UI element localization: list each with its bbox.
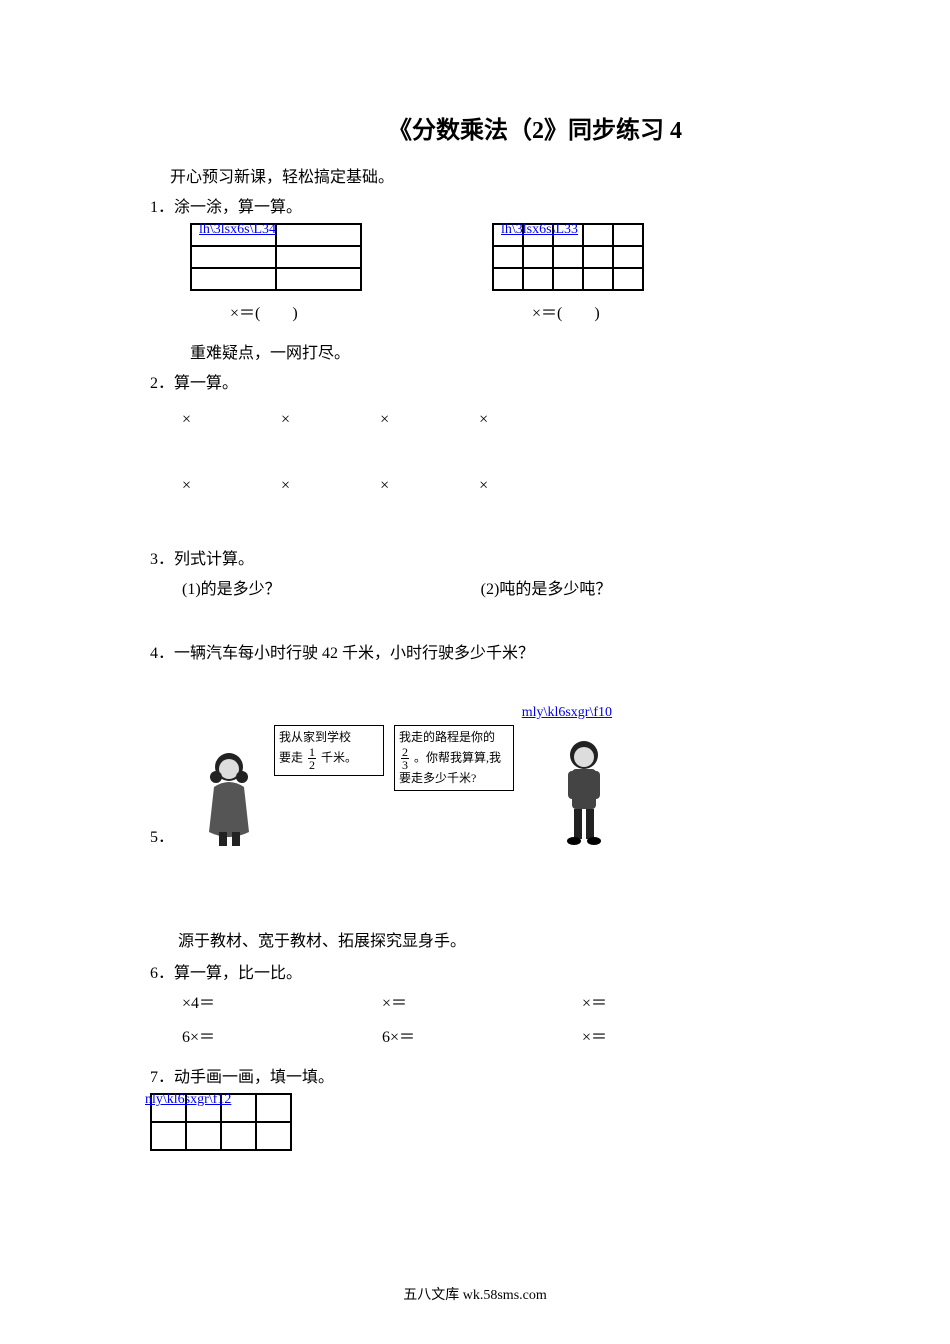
question-3: 3．列式计算。 (1)的是多少？ (2)吨的是多少吨？ [150,545,800,599]
question-7: 7．动手画一画，填一填。 nly\kl6sxgr\f12 [150,1063,800,1151]
q4-text: 4．一辆汽车每小时行驶 42 千米，小时行驶多少千米？ [150,639,800,663]
grid-cell [191,246,276,268]
q6-row1: ×4＝ ×＝ ×＝ [182,989,800,1013]
grid-cell [493,246,523,268]
grid-cell [256,1122,291,1150]
q2-row1: × × × × [182,411,800,429]
q1-number: 1．涂一涂，算一算。 [150,193,800,217]
fraction-2-3: 2 3 [401,746,409,771]
grid-cell [553,246,583,268]
grid-cell [151,1122,186,1150]
q6-r1-c1: ×4＝ [182,989,382,1013]
page-title: 《分数乘法（2》同步练习 4 [270,110,800,145]
grid-cell [553,268,583,290]
q2-r1-c4: × [479,411,488,429]
boy-speech-line2: 2 3 。你帮我算算,我 [399,746,509,771]
q6-r2-c3: ×＝ [582,1023,782,1047]
q6-r1-c2: ×＝ [382,989,582,1013]
question-2: 2．算一算。 × × × × × × × × [150,369,800,495]
q1-expr-1: ×＝( ) [230,299,362,323]
girl-speech-line2: 要走 1 2 千米。 [279,746,379,771]
q7-number: 7．动手画一画，填一填。 [150,1063,800,1087]
question-1: 1．涂一涂，算一算。 lh\3lsx6s\L34 ×＝( ) lh\3lsx6s… [150,193,800,323]
q1-gridbox-2: lh\3lsx6s\L33 [492,223,644,291]
q3-sub-b: (2)吨的是多少吨？ [481,575,612,599]
intro-text-2: 重难疑点，一网打尽。 [190,339,800,363]
grid-cell [583,268,613,290]
q1-gridbox-1: lh\3lsx6s\L34 [190,223,362,291]
q2-r2-c1: × [182,477,191,495]
girl-speech: 我从家到学校 要走 1 2 千米。 [274,725,384,776]
girl-figure [194,747,264,847]
grid-cell [613,268,643,290]
q2-r2-c3: × [380,477,389,495]
grid-cell [493,268,523,290]
grid-cell [523,246,553,268]
q1-expr-2: ×＝( ) [532,299,644,323]
grid-cell [613,246,643,268]
q7-box-label: nly\kl6sxgr\f12 [145,1092,231,1108]
grid-cell [221,1122,256,1150]
q6-number: 6．算一算，比一比。 [150,959,800,983]
q6-r2-c1: 6×＝ [182,1023,382,1047]
q3-number: 3．列式计算。 [150,545,800,569]
q2-r1-c1: × [182,411,191,429]
grid-cell [256,1094,291,1122]
fraction-1-2: 1 2 [308,746,316,771]
boy-figure [554,737,614,847]
grid-cell [191,268,276,290]
grid-cell [276,268,361,290]
grid-cell [583,224,613,246]
q1-box2-label: lh\3lsx6s\L33 [501,222,578,238]
q6-row2: 6×＝ 6×＝ ×＝ [182,1023,800,1047]
question-4: 4．一辆汽车每小时行驶 42 千米，小时行驶多少千米？ [150,639,800,663]
intro-text-3: 源于教材、宽于教材、拓展探究显身手。 [178,927,800,951]
grid-cell [583,246,613,268]
q5-link-label: mly\kl6sxgr\f10 [522,705,612,721]
intro-text-1: 开心预习新课，轻松搞定基础。 [170,163,800,187]
q2-r1-c3: × [380,411,389,429]
q5-number: 5． [150,823,174,847]
grid-cell [186,1122,221,1150]
question-6: 6．算一算，比一比。 ×4＝ ×＝ ×＝ 6×＝ 6×＝ ×＝ [150,959,800,1047]
grid-cell [523,268,553,290]
question-5: 5． mly\kl6sxgr\f10 我从家到学校 要走 1 2 千 [150,693,800,847]
q7-gridbox: nly\kl6sxgr\f12 [150,1093,292,1151]
girl-speech-line1: 我从家到学校 [279,730,379,746]
q2-r1-c2: × [281,411,290,429]
page-footer: 五八文库 wk.58sms.com [0,1284,950,1304]
grid-cell [276,224,361,246]
grid-cell [613,224,643,246]
q2-r2-c2: × [281,477,290,495]
q2-number: 2．算一算。 [150,369,800,393]
boy-speech-line3: 要走多少千米? [399,771,509,787]
boy-speech: 我走的路程是你的 2 3 。你帮我算算,我 要走多少千米? [394,725,514,791]
q6-r2-c2: 6×＝ [382,1023,582,1047]
q5-scene: mly\kl6sxgr\f10 我从家到学校 要走 1 2 千米。 [194,707,614,847]
q2-r2-c4: × [479,477,488,495]
q3-sub-a: (1)的是多少？ [182,575,281,599]
boy-speech-line1: 我走的路程是你的 [399,730,509,746]
q1-box1-label: lh\3lsx6s\L34 [199,222,276,238]
grid-cell [276,246,361,268]
q6-r1-c3: ×＝ [582,989,782,1013]
q2-row2: × × × × [182,477,800,495]
